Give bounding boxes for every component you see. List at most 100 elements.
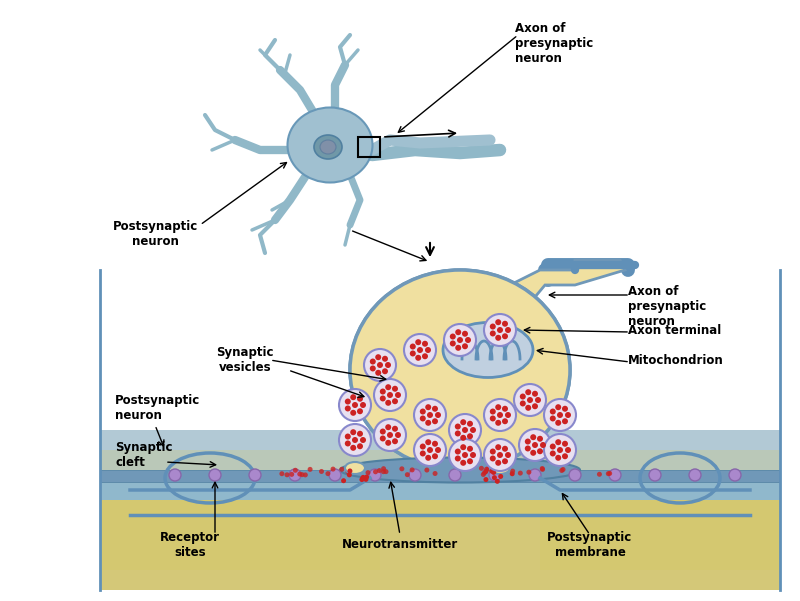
Circle shape <box>350 394 356 400</box>
Circle shape <box>540 467 545 472</box>
Text: Axon of
presynaptic
neuron: Axon of presynaptic neuron <box>515 22 594 65</box>
Circle shape <box>460 460 466 466</box>
Circle shape <box>373 469 378 474</box>
Circle shape <box>490 331 496 337</box>
Circle shape <box>426 455 431 461</box>
Circle shape <box>530 434 536 440</box>
Circle shape <box>395 392 401 398</box>
Circle shape <box>606 471 611 476</box>
Circle shape <box>339 424 371 456</box>
Ellipse shape <box>729 469 741 481</box>
Circle shape <box>490 409 496 415</box>
Circle shape <box>432 406 438 412</box>
Circle shape <box>537 448 543 454</box>
Circle shape <box>555 439 562 445</box>
Circle shape <box>455 345 462 351</box>
Circle shape <box>525 439 530 445</box>
Circle shape <box>490 323 496 329</box>
Circle shape <box>341 478 346 483</box>
Circle shape <box>455 329 462 335</box>
Circle shape <box>497 412 503 418</box>
Circle shape <box>462 427 468 433</box>
Circle shape <box>502 418 508 424</box>
Circle shape <box>527 397 533 403</box>
Circle shape <box>607 471 612 476</box>
Circle shape <box>293 468 298 473</box>
Circle shape <box>383 469 389 474</box>
Circle shape <box>530 450 536 456</box>
Circle shape <box>370 359 376 365</box>
Circle shape <box>415 339 422 345</box>
Circle shape <box>350 410 356 416</box>
Circle shape <box>435 447 441 453</box>
Circle shape <box>495 444 502 450</box>
Circle shape <box>360 437 366 443</box>
Circle shape <box>377 468 382 473</box>
Circle shape <box>484 399 516 431</box>
Circle shape <box>518 471 523 475</box>
Circle shape <box>462 452 468 458</box>
Bar <box>100 470 380 570</box>
Ellipse shape <box>340 457 580 483</box>
Circle shape <box>505 327 511 333</box>
Circle shape <box>279 471 284 476</box>
Circle shape <box>555 455 562 461</box>
Circle shape <box>392 438 398 444</box>
Circle shape <box>559 468 564 473</box>
Bar <box>100 470 780 482</box>
Bar <box>100 430 780 480</box>
Circle shape <box>565 412 571 418</box>
Circle shape <box>345 441 350 447</box>
Circle shape <box>502 446 508 452</box>
Circle shape <box>544 399 576 431</box>
Circle shape <box>495 335 502 341</box>
Circle shape <box>392 398 398 404</box>
Wedge shape <box>610 490 690 570</box>
Circle shape <box>497 327 503 333</box>
Circle shape <box>410 344 416 350</box>
Circle shape <box>370 365 376 371</box>
Circle shape <box>410 468 414 472</box>
Circle shape <box>490 448 496 454</box>
Circle shape <box>491 470 496 475</box>
Circle shape <box>562 406 568 412</box>
Ellipse shape <box>350 270 570 470</box>
Text: Postsynaptic
neuron: Postsynaptic neuron <box>115 394 200 422</box>
Circle shape <box>339 467 344 472</box>
Circle shape <box>345 398 350 404</box>
Circle shape <box>426 420 431 426</box>
Circle shape <box>550 444 556 450</box>
Circle shape <box>484 314 516 346</box>
Circle shape <box>426 404 431 410</box>
Circle shape <box>537 436 543 442</box>
Circle shape <box>319 469 324 474</box>
Circle shape <box>366 470 370 475</box>
Ellipse shape <box>609 469 621 481</box>
Circle shape <box>562 453 568 459</box>
Circle shape <box>414 434 446 466</box>
Circle shape <box>502 406 508 412</box>
Circle shape <box>385 362 391 368</box>
Circle shape <box>414 399 446 431</box>
Bar <box>540 470 780 570</box>
Circle shape <box>502 334 508 339</box>
Ellipse shape <box>443 323 533 377</box>
Ellipse shape <box>289 469 301 481</box>
Circle shape <box>555 404 562 410</box>
Circle shape <box>532 403 538 409</box>
Circle shape <box>427 412 433 418</box>
Ellipse shape <box>329 469 341 481</box>
Circle shape <box>386 400 391 406</box>
Circle shape <box>454 424 461 430</box>
Circle shape <box>449 414 481 446</box>
Circle shape <box>465 337 471 343</box>
Ellipse shape <box>350 270 570 470</box>
Ellipse shape <box>209 469 221 481</box>
Circle shape <box>510 471 514 476</box>
Circle shape <box>510 469 515 474</box>
Circle shape <box>375 354 382 360</box>
Circle shape <box>450 341 456 346</box>
Circle shape <box>386 440 391 446</box>
Circle shape <box>463 467 468 472</box>
Circle shape <box>420 409 426 415</box>
